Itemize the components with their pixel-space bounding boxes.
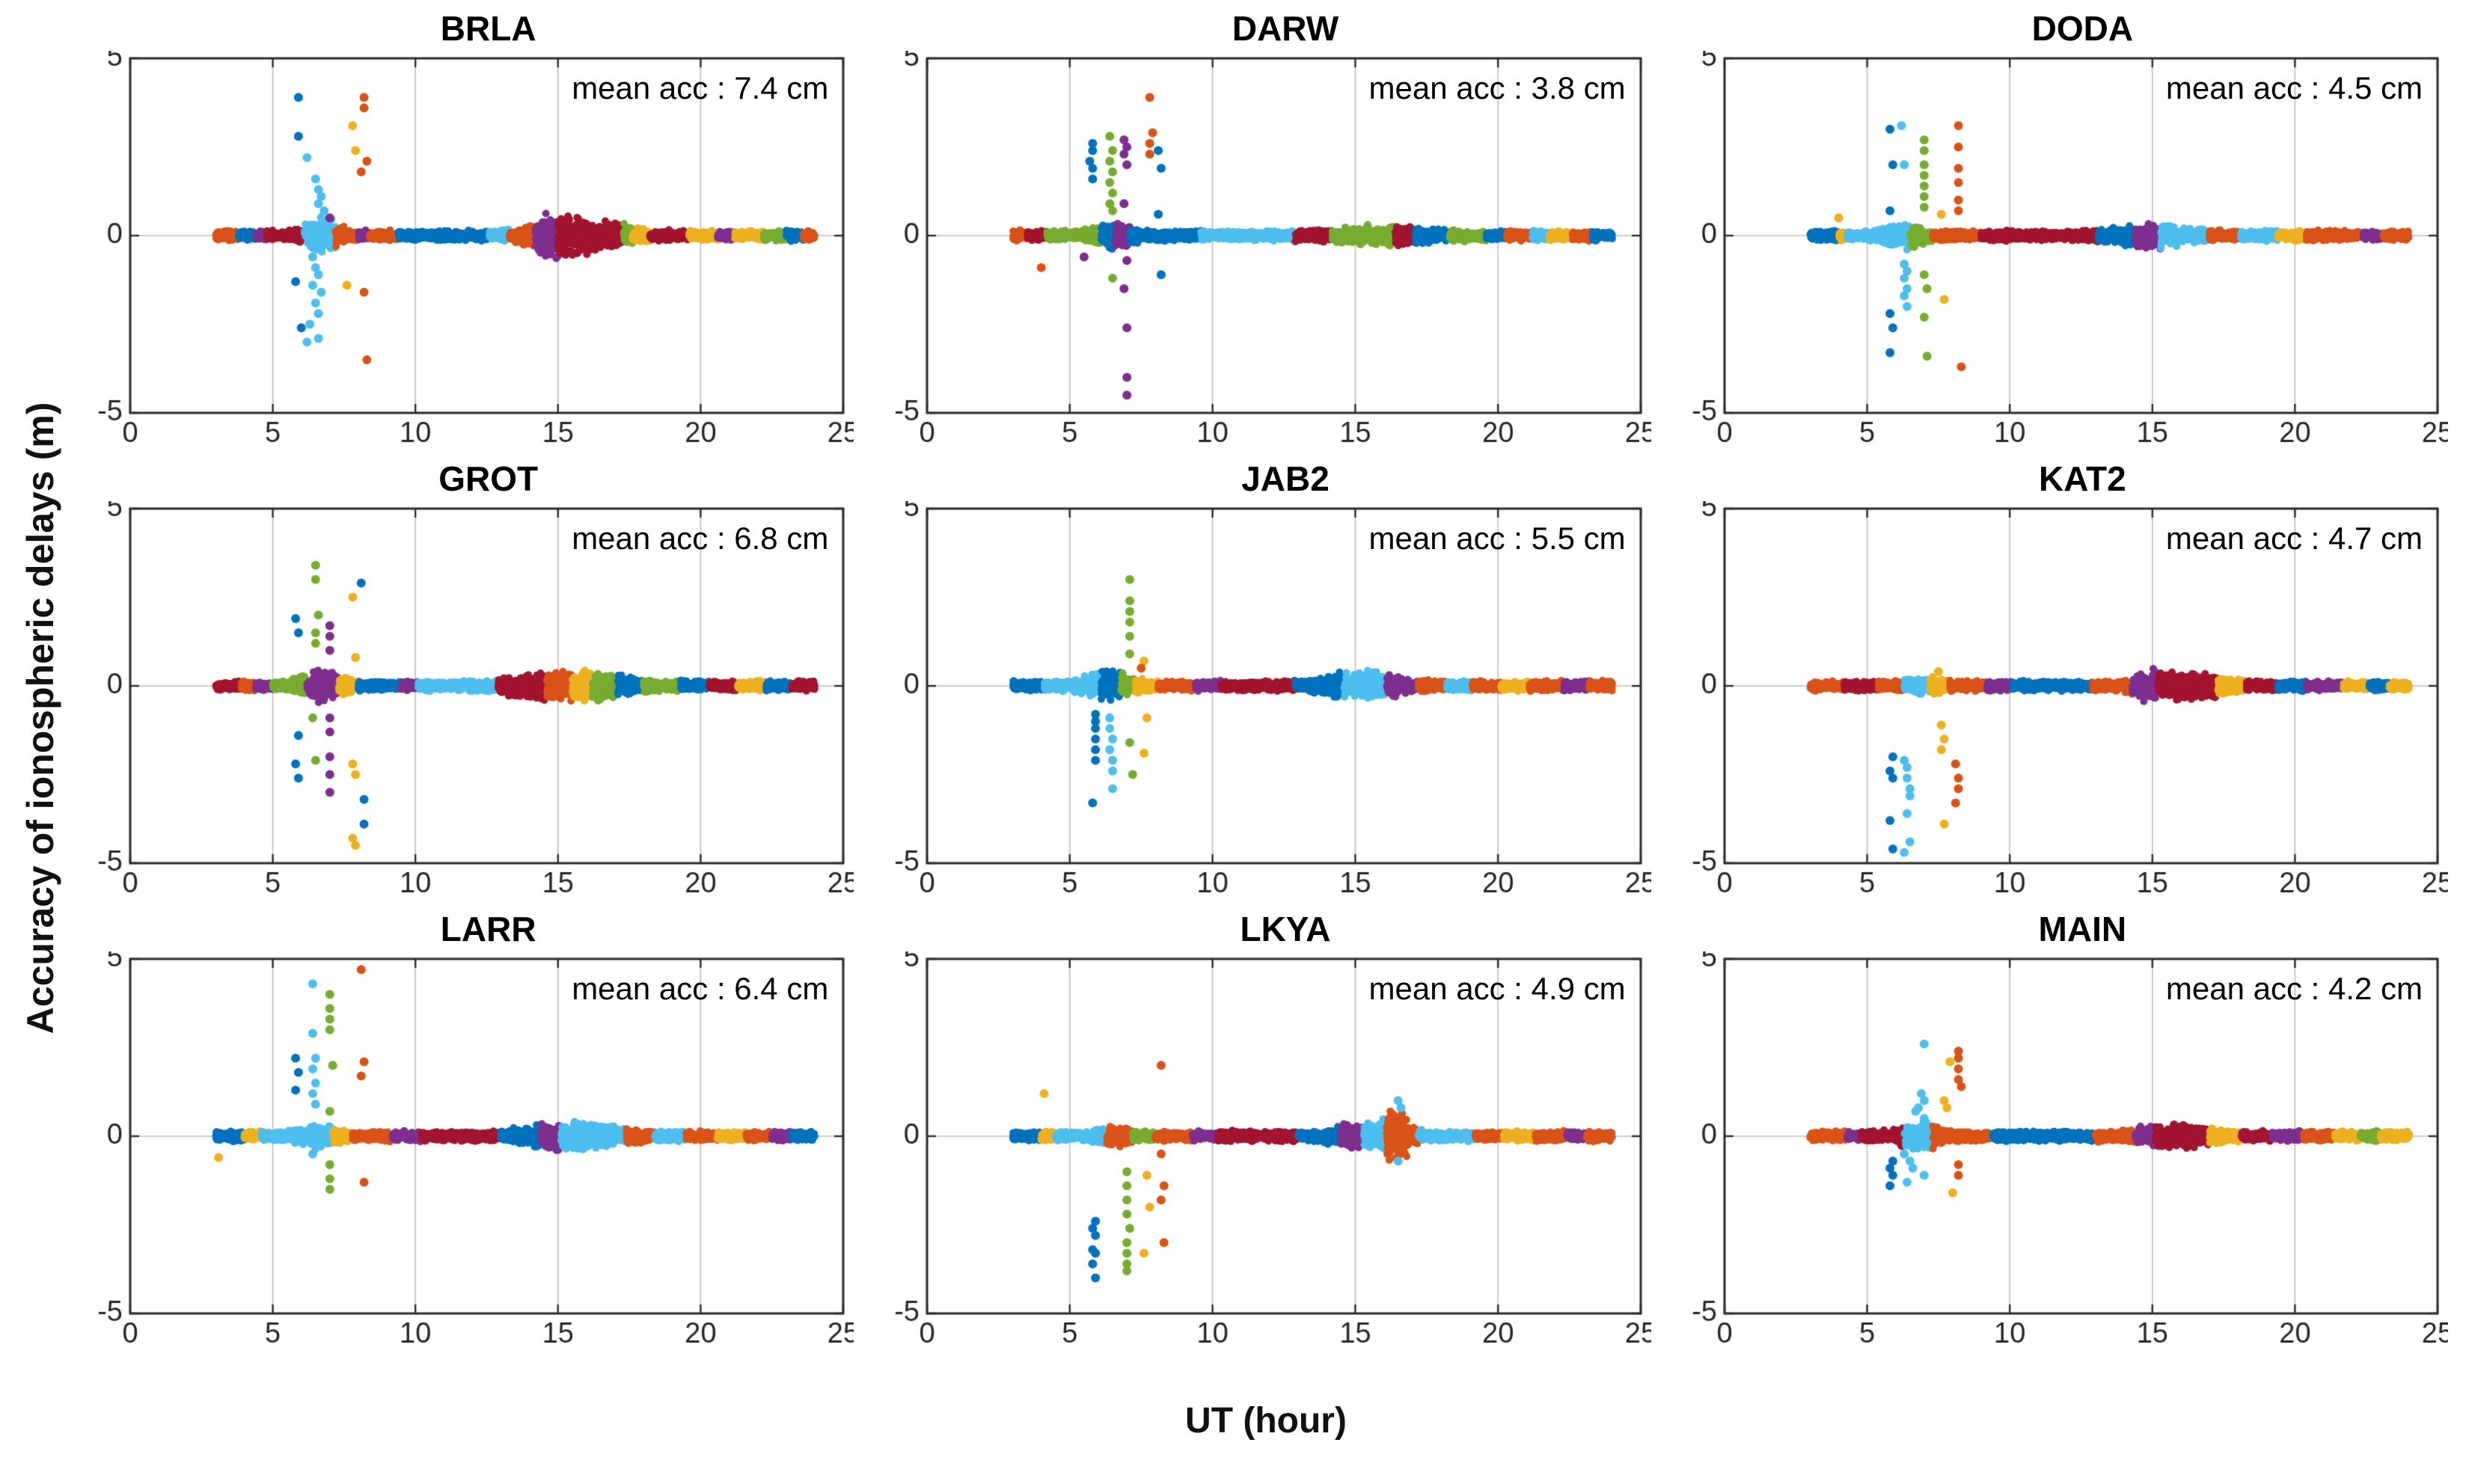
subplot-darw: DARW mean acc : 3.8 cm <box>881 6 1651 455</box>
plot-area: mean acc : 6.4 cm <box>84 951 854 1355</box>
subplot-title: LKYA <box>1240 910 1331 948</box>
scatter-canvas <box>84 501 854 905</box>
mean-acc-annotation: mean acc : 3.8 cm <box>1368 70 1626 105</box>
mean-acc-annotation: mean acc : 7.4 cm <box>572 70 829 105</box>
mean-acc-annotation: mean acc : 4.5 cm <box>2165 70 2423 105</box>
subplot-title: GROT <box>438 459 539 498</box>
subplot-title: KAT2 <box>2038 459 2126 498</box>
mean-acc-annotation: mean acc : 5.5 cm <box>1368 521 1626 556</box>
plot-area: mean acc : 4.9 cm <box>881 951 1651 1355</box>
subplot-title: LARR <box>440 910 536 948</box>
x-axis-label: UT (hour) <box>1185 1401 1347 1441</box>
mean-acc-annotation: mean acc : 6.4 cm <box>572 971 829 1006</box>
scatter-canvas <box>881 951 1651 1355</box>
subplot-title: MAIN <box>2038 910 2127 948</box>
plot-area: mean acc : 4.7 cm <box>1677 501 2448 905</box>
plot-area: mean acc : 6.8 cm <box>84 501 854 905</box>
subplot-title: BRLA <box>440 9 536 48</box>
scatter-canvas <box>881 51 1651 455</box>
subplot-grid: BRLA mean acc : 7.4 cm DARW mean acc : 3… <box>84 6 2448 1355</box>
subplot-doda: DODA mean acc : 4.5 cm <box>1677 6 2448 455</box>
plot-area: mean acc : 4.5 cm <box>1677 51 2448 455</box>
subplot-grot: GROT mean acc : 6.8 cm <box>84 456 854 905</box>
subplot-title: DODA <box>2031 9 2134 48</box>
mean-acc-annotation: mean acc : 4.2 cm <box>2165 971 2423 1006</box>
subplot-main: MAIN mean acc : 4.2 cm <box>1677 907 2448 1355</box>
plot-area: mean acc : 3.8 cm <box>881 51 1651 455</box>
subplot-title: JAB2 <box>1241 459 1330 498</box>
subplot-title: DARW <box>1232 9 1339 48</box>
scatter-canvas <box>1677 501 2448 905</box>
subplot-larr: LARR mean acc : 6.4 cm <box>84 907 854 1355</box>
subplot-lkya: LKYA mean acc : 4.9 cm <box>881 907 1651 1355</box>
subplot-jab2: JAB2 mean acc : 5.5 cm <box>881 456 1651 905</box>
mean-acc-annotation: mean acc : 4.7 cm <box>2165 521 2423 556</box>
y-axis-label: Accuracy of ionospheric delays (m) <box>19 402 61 1034</box>
scatter-canvas <box>84 951 854 1355</box>
plot-area: mean acc : 4.2 cm <box>1677 951 2448 1355</box>
subplot-kat2: KAT2 mean acc : 4.7 cm <box>1677 456 2448 905</box>
subplot-brla: BRLA mean acc : 7.4 cm <box>84 6 854 455</box>
plot-area: mean acc : 7.4 cm <box>84 51 854 455</box>
plot-area: mean acc : 5.5 cm <box>881 501 1651 905</box>
mean-acc-annotation: mean acc : 4.9 cm <box>1368 971 1626 1006</box>
scatter-canvas <box>84 51 854 455</box>
scatter-canvas <box>881 501 1651 905</box>
mean-acc-annotation: mean acc : 6.8 cm <box>572 521 829 556</box>
scatter-canvas <box>1677 951 2448 1355</box>
scatter-canvas <box>1677 51 2448 455</box>
